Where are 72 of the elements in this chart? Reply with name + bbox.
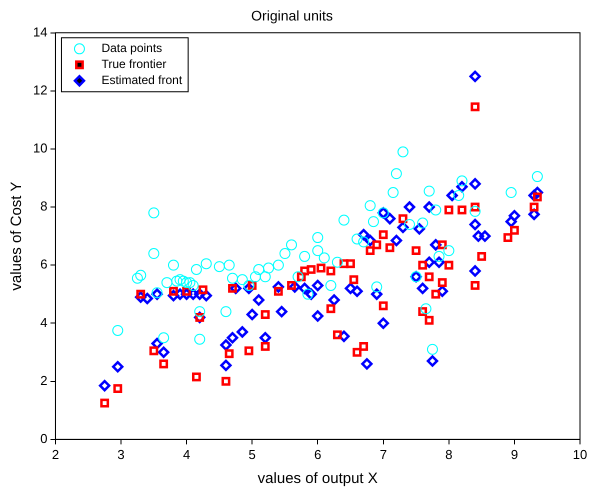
point (287, 281, 296, 290)
point (222, 376, 230, 386)
point (340, 259, 348, 268)
x-tick-label: 3 (117, 446, 125, 462)
point (418, 307, 428, 316)
point (306, 265, 316, 274)
x-tick-label: 10 (572, 446, 588, 462)
legend-label: Data points (101, 41, 162, 56)
x-tick-label: 2 (52, 446, 60, 462)
point (316, 264, 326, 272)
x-tick-label: 9 (510, 446, 518, 462)
y-tick-label: 10 (32, 140, 48, 156)
y-axis-title: values of Cost Y (8, 182, 26, 291)
x-tick-label: 8 (445, 446, 452, 462)
point (412, 246, 421, 256)
point (198, 285, 208, 294)
legend-label: True frontier (101, 57, 166, 72)
y-tick-label: 12 (32, 82, 48, 98)
point (326, 266, 336, 276)
legend-label: Estimated front (101, 73, 183, 88)
x-tick-label: 5 (248, 446, 256, 462)
point (418, 260, 428, 270)
point (346, 259, 355, 268)
point (470, 102, 480, 112)
point (378, 230, 388, 240)
point (296, 272, 306, 282)
point (100, 398, 110, 408)
point (372, 240, 382, 250)
point (224, 349, 234, 358)
point (444, 260, 454, 270)
point (149, 346, 158, 356)
point (244, 346, 254, 356)
x-tick-label: 4 (182, 446, 190, 462)
y-tick-label: 4 (40, 314, 48, 330)
y-tick-label: 8 (40, 198, 48, 214)
point (113, 384, 122, 394)
point (366, 246, 375, 256)
point (424, 316, 434, 325)
x-axis-title: values of output X (258, 470, 378, 488)
point (477, 252, 486, 261)
x-tick-label: 7 (380, 446, 387, 462)
point (510, 226, 519, 235)
point (385, 243, 394, 252)
point (136, 290, 146, 299)
point (431, 290, 440, 299)
point (438, 278, 447, 287)
y-tick-label: 14 (32, 24, 48, 40)
point (398, 214, 408, 224)
point (260, 310, 270, 319)
y-tick-label: 6 (40, 256, 48, 272)
chart-title: Original units (251, 7, 333, 24)
point (458, 206, 466, 214)
point (332, 330, 342, 340)
point (444, 206, 454, 214)
point (300, 266, 310, 276)
x-tick-label: 6 (314, 446, 322, 462)
point (503, 233, 512, 242)
point (470, 281, 480, 290)
point (530, 202, 539, 212)
y-tick-label: 2 (40, 372, 48, 388)
point (228, 284, 237, 293)
point (470, 202, 480, 212)
point (192, 372, 201, 382)
point (349, 275, 358, 284)
y-tick-label: 0 (40, 430, 48, 446)
point (359, 342, 368, 351)
point (352, 348, 362, 357)
point (159, 359, 168, 368)
point (424, 272, 434, 282)
point (326, 304, 336, 314)
point (378, 301, 388, 310)
point (260, 342, 270, 351)
